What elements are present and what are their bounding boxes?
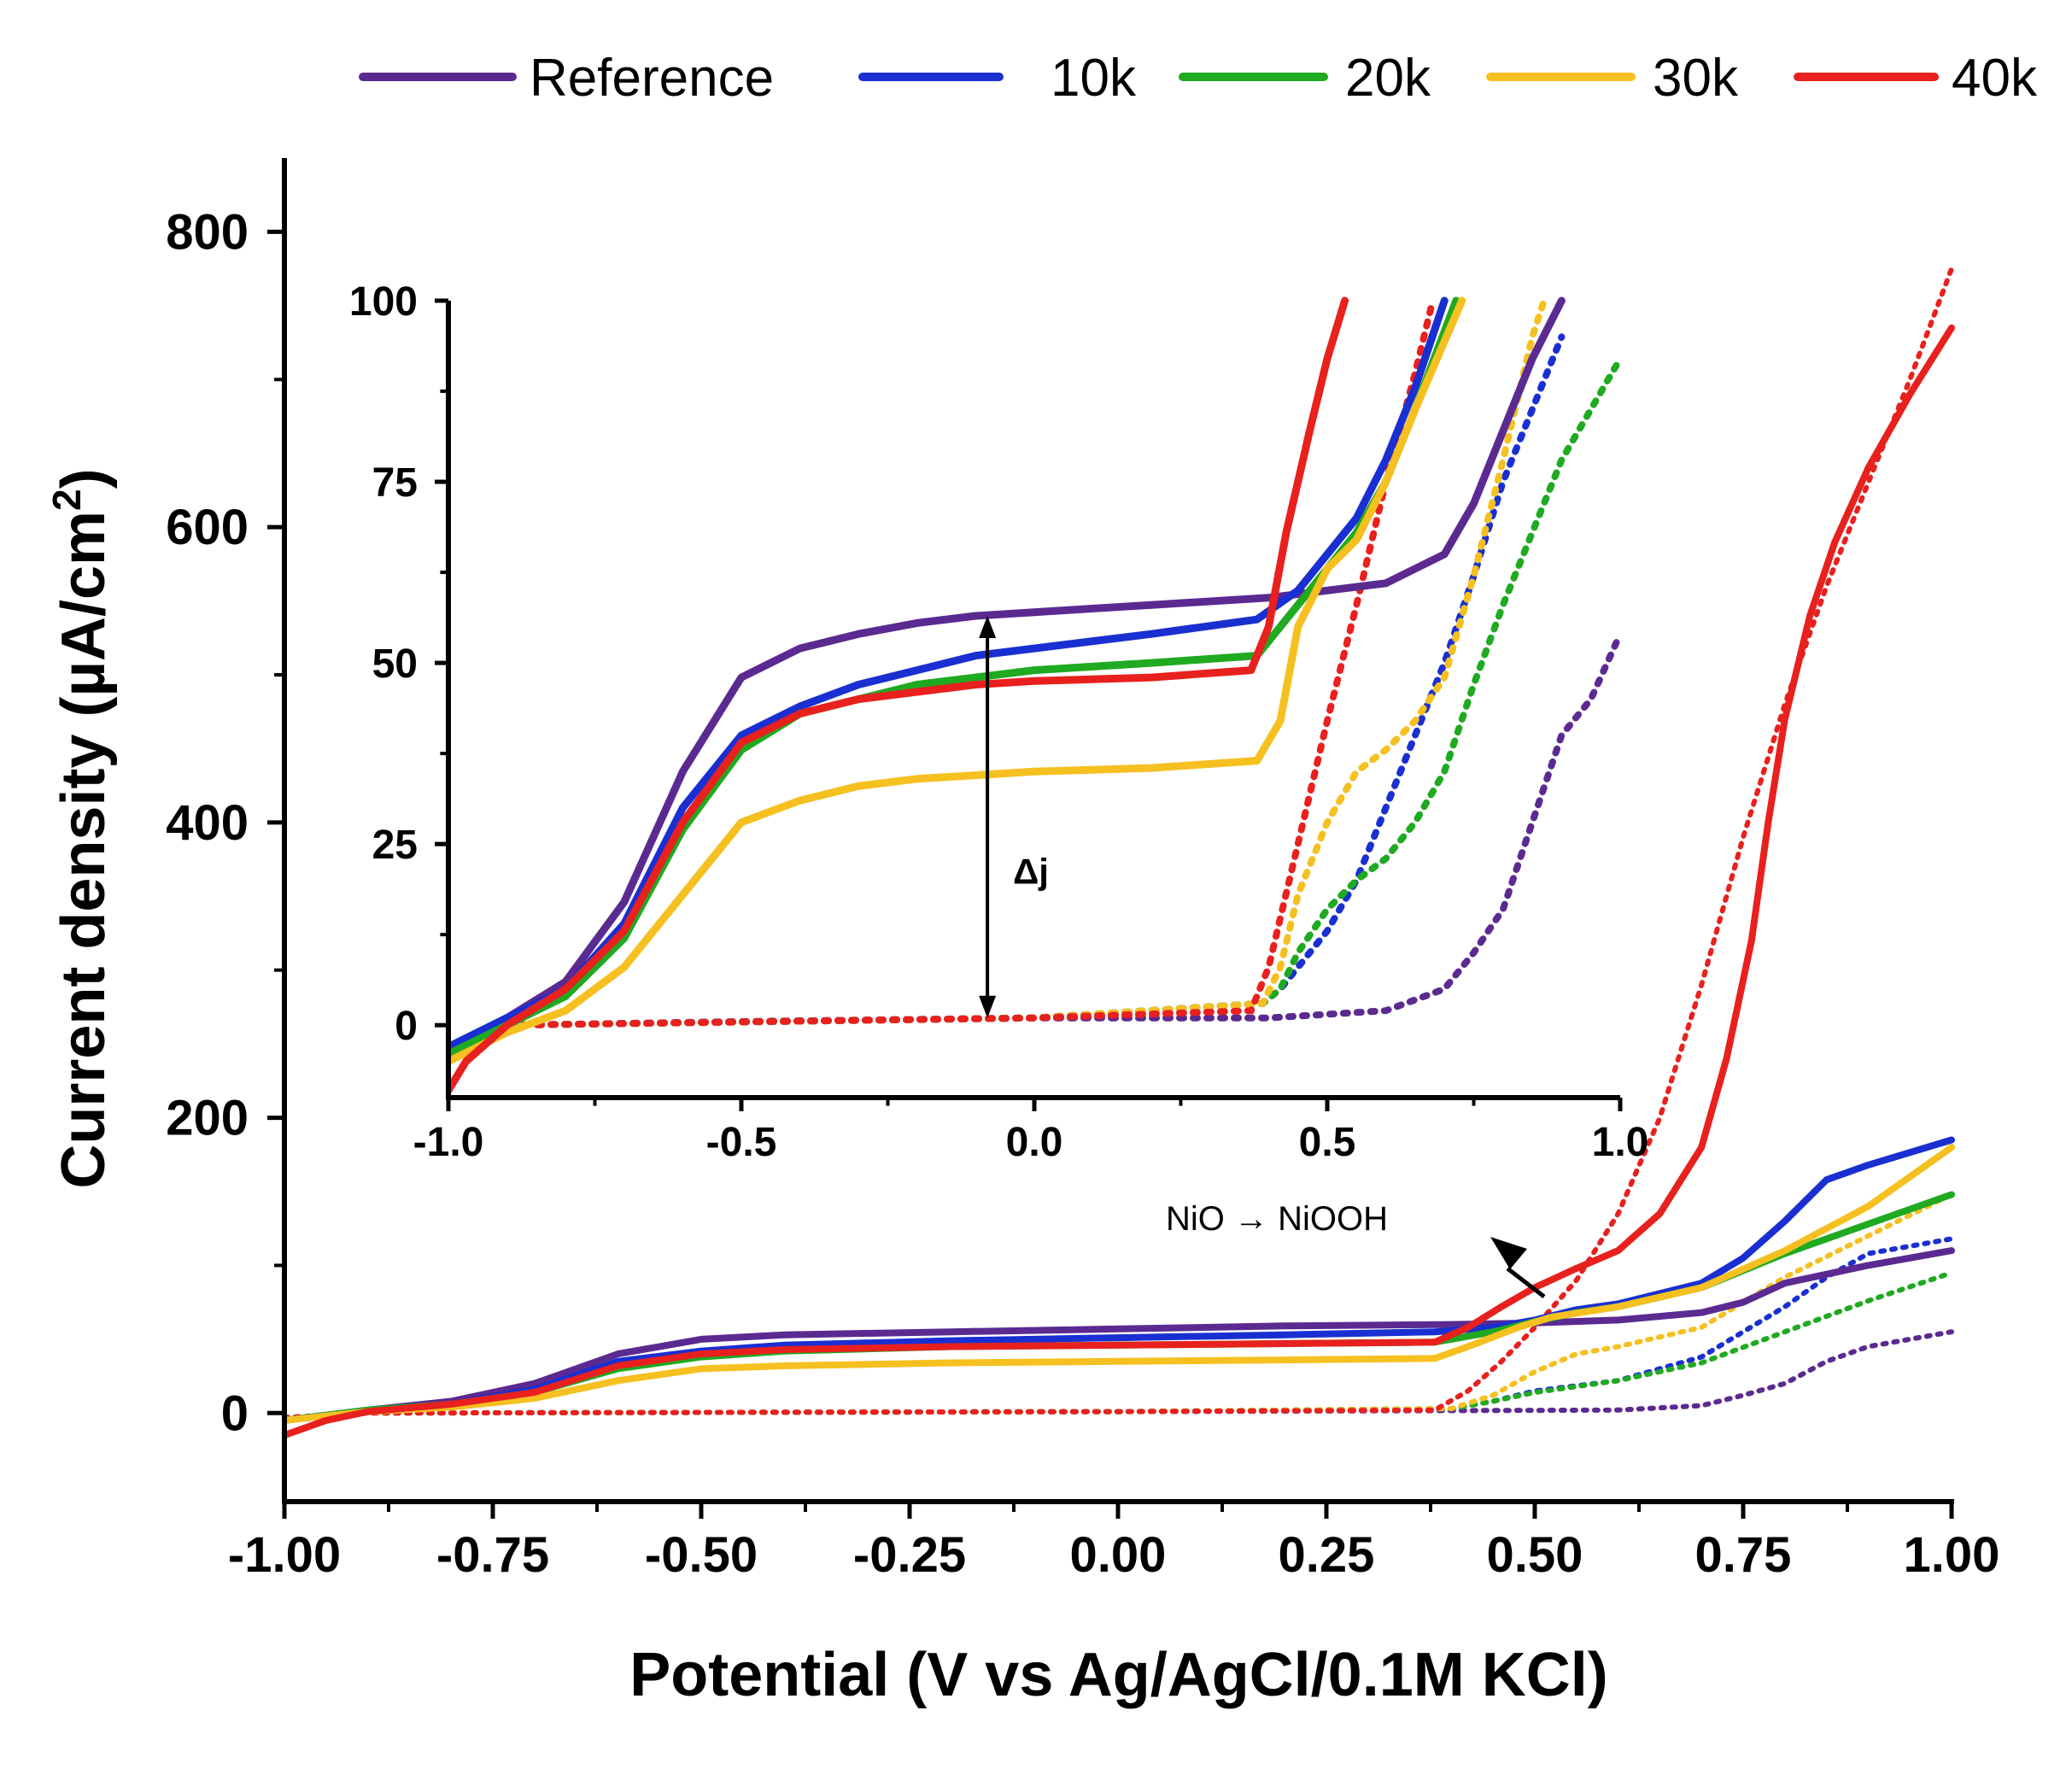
inset-y-tick-label: 75 — [372, 460, 418, 506]
main-x-tick-label: -0.75 — [436, 1527, 549, 1583]
niooh-annotation: NiO → NiOOH — [1166, 1200, 1546, 1298]
main-curves — [284, 266, 1955, 1439]
inset-x-tick-label: 0.0 — [1006, 1120, 1063, 1165]
inset-plot: -1.0 -0.5 0.0 0.5 1.0 0 25 50 75 100 Δj — [349, 279, 1648, 1165]
legend-label-10k: 10k — [1051, 49, 1137, 108]
legend: Reference 10k 20k 30k 40k — [359, 49, 2038, 108]
main-series-reference — [284, 1247, 1955, 1424]
main-y-tick-label: 0 — [221, 1385, 249, 1441]
main-x-tick-label: 0.75 — [1695, 1527, 1792, 1583]
legend-label-40k: 40k — [1952, 49, 2038, 108]
inset-y-tick-label: 50 — [372, 641, 418, 687]
main-series-30k — [284, 1144, 1955, 1424]
inset-y-tick-label: 0 — [395, 1004, 418, 1049]
main-x-tick-label: -0.50 — [645, 1527, 758, 1583]
y-axis-title-close: ) — [50, 468, 118, 489]
inset-y-tick-label: 25 — [372, 823, 418, 868]
y-axis-title-superscript: 2 — [44, 489, 89, 511]
main-x-tick-label: 0.00 — [1070, 1527, 1167, 1583]
main-x-tick-label: 0.50 — [1487, 1527, 1583, 1583]
inset-series-40k — [448, 296, 1349, 1094]
inset-ticks — [435, 298, 1623, 1111]
main-series-40k-dotted — [284, 266, 1954, 1420]
niooh-annotation-label: NiO → NiOOH — [1166, 1200, 1388, 1238]
main-series-10k — [284, 1136, 1955, 1424]
inset-series-20k-dotted — [448, 354, 1624, 1058]
niooh-annotation-arrow — [1506, 1267, 1546, 1298]
main-series-40k — [284, 324, 1955, 1439]
inset-x-tick-label: 0.5 — [1299, 1120, 1356, 1165]
main-series-20k-dotted — [284, 1270, 1954, 1420]
delta-j-annotation: Δj — [979, 615, 1049, 1018]
main-ticks — [267, 229, 1954, 1519]
inset-y-tick-label: 100 — [349, 279, 418, 325]
main-y-tick-label: 400 — [166, 795, 249, 851]
delta-j-arrow-bottom-icon — [979, 995, 997, 1018]
delta-j-label: Δj — [1013, 851, 1049, 891]
inset-x-tick-label: 1.0 — [1592, 1120, 1649, 1165]
main-y-tick-label: 600 — [166, 500, 249, 555]
delta-j-arrow-top-icon — [979, 615, 997, 638]
main-x-tick-label: 1.00 — [1904, 1527, 2000, 1583]
main-x-tick-label: -1.00 — [228, 1527, 341, 1583]
inset-series-30k — [448, 296, 1466, 1066]
niooh-arrow-head-icon — [1490, 1237, 1527, 1269]
inset-x-tick-label: -1.0 — [413, 1120, 484, 1165]
inset-curves — [448, 296, 1624, 1094]
inset-tick-labels: -1.0 -0.5 0.0 0.5 1.0 0 25 50 75 100 — [349, 279, 1648, 1165]
inset-x-tick-label: -0.5 — [706, 1120, 777, 1165]
legend-label-reference: Reference — [530, 49, 774, 108]
legend-label-30k: 30k — [1653, 49, 1739, 108]
legend-label-20k: 20k — [1345, 49, 1431, 108]
main-plot: -1.00 -0.75 -0.50 -0.25 0.00 0.25 0.50 0.75 1.00… — [166, 158, 1999, 1583]
main-tick-labels: -1.00 -0.75 -0.50 -0.25 0.00 0.25 0.50 0.75 1.00… — [166, 204, 1999, 1583]
y-axis-title-main: Current density (µA/cm — [50, 511, 118, 1189]
inset-series-reference — [448, 296, 1566, 1051]
x-axis-title: Potential (V vs Ag/AgCl/0.1M KCl) — [629, 1641, 1607, 1709]
main-y-tick-label: 200 — [166, 1091, 249, 1146]
main-x-tick-label: 0.25 — [1279, 1527, 1375, 1583]
y-axis-title: Current density (µA/cm2) — [44, 468, 118, 1188]
main-y-tick-label: 800 — [166, 204, 249, 260]
main-x-tick-label: -0.25 — [853, 1527, 966, 1583]
